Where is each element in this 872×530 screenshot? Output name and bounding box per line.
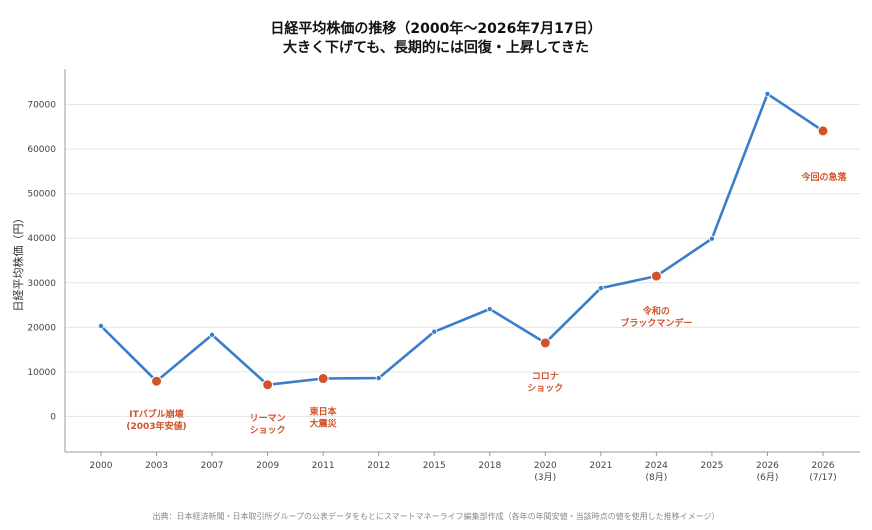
y-tick-label: 10000	[27, 368, 56, 378]
y-tick-label: 0	[50, 412, 56, 422]
chart-title-block: 日経平均株価の推移（2000年〜2026年7月17日） 大きく下げても、長期的に…	[0, 20, 872, 58]
x-tick-labels: 2000 2003 2007 2009 2011 2012 2015 2018 2020(3月)…	[90, 452, 837, 483]
x-tick-label: 2018	[478, 461, 501, 471]
x-tick-label: 2007	[201, 461, 224, 471]
annotation-label: (2003年安値)	[126, 420, 186, 432]
y-tick-label: 30000	[27, 279, 56, 289]
data-point	[486, 306, 493, 313]
x-tick-sublabel: (7/17)	[809, 473, 836, 483]
y-tick-label: 40000	[27, 234, 56, 244]
x-tick-sublabel: (3月)	[534, 472, 556, 483]
data-point	[764, 90, 771, 97]
highlight-point	[151, 375, 163, 387]
y-tick-labels: 0 10000 20000 30000 40000 50000 60000 70000	[27, 101, 56, 423]
annotation-label: 東日本	[310, 406, 338, 418]
annotation-label: ショック	[527, 383, 563, 394]
x-tick-sublabel: (8月)	[646, 472, 668, 483]
data-point	[209, 331, 216, 338]
chart-title: 日経平均株価の推移（2000年〜2026年7月17日）	[270, 21, 602, 37]
annotation-label: リーマン	[250, 413, 286, 424]
highlight-point	[262, 379, 274, 391]
grid-lines	[65, 104, 860, 417]
x-tick-label: 2021	[589, 461, 612, 471]
annotation-label: ブラックマンデー	[620, 317, 692, 329]
x-tick-label: 2009	[256, 461, 279, 471]
source-footer: 出典：日本経済新聞・日本取引所グループの公表データをもとにスマートマネーライフ編…	[152, 512, 720, 521]
data-point	[375, 375, 382, 382]
x-tick-label: 2020	[534, 461, 557, 471]
annotation-label: 令和の	[642, 305, 670, 317]
x-tick-label: 2003	[145, 461, 168, 471]
x-tick-sublabel: (6月)	[757, 472, 779, 483]
annotation-label: 大震災	[310, 418, 338, 430]
y-tick-label: 70000	[27, 101, 56, 111]
series-line	[100, 92, 824, 387]
highlight-point	[539, 337, 551, 349]
highlight-point	[317, 373, 329, 385]
x-tick-label: 2012	[367, 461, 390, 471]
data-point	[597, 285, 604, 292]
axes	[64, 69, 860, 453]
annotation-label: 今回の急落	[800, 171, 847, 183]
y-tick-label: 20000	[27, 323, 56, 333]
data-points	[98, 90, 829, 391]
data-point	[708, 235, 715, 242]
y-tick-label: 50000	[27, 190, 56, 200]
y-axis-label: 日経平均株価（円）	[11, 213, 25, 312]
annotations: ITバブル崩壊(2003年安値)リーマンショック東日本大震災コロナショック令和の…	[126, 171, 847, 436]
x-tick-label: 2026	[756, 461, 779, 471]
x-tick-label: 2025	[700, 461, 723, 471]
y-tick-label: 60000	[27, 145, 56, 155]
highlight-point	[817, 125, 829, 137]
x-tick-label: 2000	[90, 461, 113, 471]
data-point	[431, 328, 438, 335]
data-point	[98, 322, 105, 329]
annotation-label: コロナ	[532, 371, 559, 382]
x-tick-label: 2024	[645, 461, 668, 471]
x-tick-label: 2015	[423, 461, 446, 471]
x-tick-label: 2011	[312, 461, 335, 471]
annotation-label: ショック	[250, 425, 286, 436]
x-tick-label: 2026	[812, 461, 835, 471]
chart-subtitle: 大きく下げても、長期的には回復・上昇してきた	[282, 40, 590, 56]
highlight-point	[650, 270, 662, 282]
annotation-label: ITバブル崩壊	[129, 408, 184, 420]
